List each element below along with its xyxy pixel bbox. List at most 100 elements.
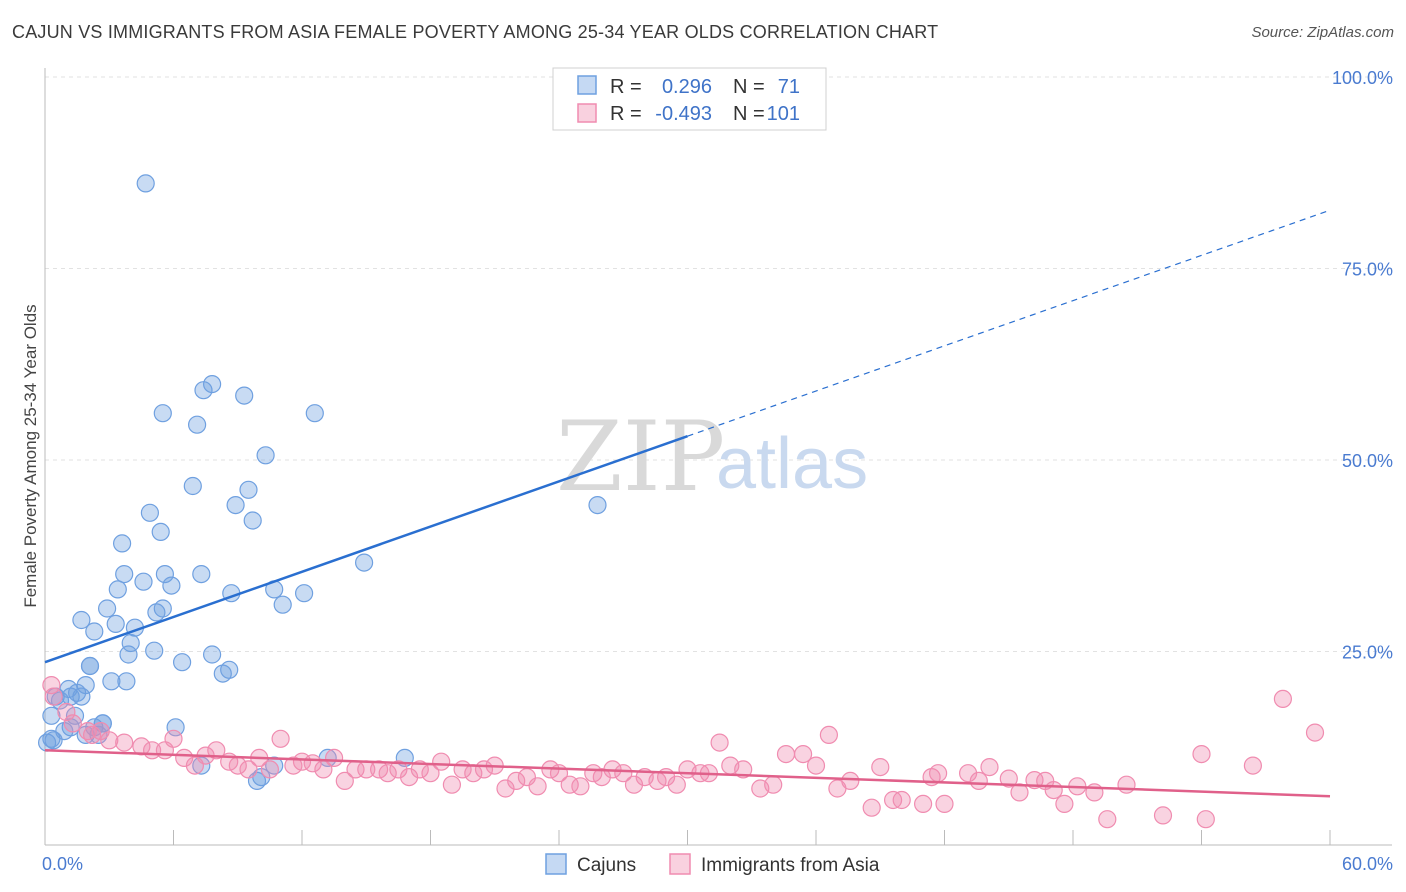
x-tick-label: 0.0% — [42, 854, 83, 874]
legend-cajun-n-value: 71 — [778, 76, 800, 98]
asia-point — [239, 760, 258, 779]
cajun-point — [106, 614, 125, 634]
axes — [44, 68, 1392, 846]
legend-cajun-n-label: N = — [733, 76, 765, 98]
asia-point — [806, 756, 826, 775]
cajun-point — [112, 534, 132, 553]
cajun-point — [192, 756, 211, 775]
y-tick-labels: 25.0% 50.0% 75.0% 100.0% — [1332, 68, 1393, 663]
asia-point — [776, 744, 796, 764]
cajun-point — [166, 718, 185, 737]
cajun-point — [151, 522, 170, 542]
bottom-legend-swatch-asia — [669, 853, 691, 875]
cajun-point — [147, 603, 166, 622]
legend-asia-r-label: R = — [610, 103, 642, 125]
cajun-point — [155, 564, 174, 584]
cajun-point — [117, 672, 136, 691]
cajun-point — [140, 503, 159, 522]
asia-point — [862, 798, 881, 817]
y-tick-label: 50.0% — [1342, 451, 1393, 471]
cajun-point — [42, 706, 61, 725]
cajun-point — [295, 584, 314, 603]
grid-lines — [45, 76, 1392, 652]
cajun-point — [239, 480, 258, 499]
asia-point — [734, 760, 753, 779]
asia-point — [928, 764, 948, 783]
watermark: ZIP atlas — [556, 401, 868, 513]
cajun-point — [136, 174, 155, 193]
cajun-point — [134, 572, 153, 591]
cajun-point — [235, 386, 254, 405]
asia-point — [410, 760, 429, 779]
asia-point — [667, 775, 686, 794]
cajun-point — [355, 553, 374, 572]
asia-point — [432, 752, 451, 771]
asia-point — [935, 794, 954, 814]
asia-point — [325, 748, 344, 768]
asia-point — [378, 764, 397, 783]
x-tick-label: 60.0% — [1342, 854, 1393, 874]
watermark-atlas: atlas — [716, 424, 868, 504]
asia-trend-line — [44, 749, 1331, 798]
asia-point — [1117, 775, 1136, 794]
asia-point — [1305, 723, 1325, 742]
y-tick-label: 25.0% — [1342, 643, 1393, 663]
cajun-point — [121, 633, 140, 653]
cajun-point — [192, 564, 211, 584]
cajun-point — [243, 511, 262, 530]
asia-point — [271, 729, 290, 748]
series-cajuns — [37, 174, 607, 791]
cajun-point — [108, 580, 127, 599]
asia-point — [1192, 744, 1211, 764]
cajun-point — [162, 576, 181, 595]
asia-point — [507, 771, 526, 791]
cajun-point — [72, 687, 91, 706]
y-tick-label: 100.0% — [1332, 68, 1393, 88]
chart-title: CAJUN VS IMMIGRANTS FROM ASIA FEMALE POV… — [12, 22, 939, 42]
legend-box — [552, 67, 827, 131]
legend-cajun-r-value: 0.296 — [662, 76, 712, 98]
cajun-point — [203, 645, 222, 664]
series-immigrants-from-asia — [42, 675, 1325, 829]
asia-point — [260, 760, 279, 779]
legend-swatch-cajun — [577, 75, 597, 95]
asia-point — [819, 725, 839, 745]
asia-point — [1044, 780, 1063, 800]
asia-point — [1153, 806, 1173, 825]
asia-point — [999, 769, 1018, 788]
asia-point — [63, 714, 82, 733]
cajun-point — [65, 706, 85, 725]
asia-point — [496, 779, 515, 798]
asia-point — [284, 756, 303, 775]
y-tick-label: 75.0% — [1342, 260, 1393, 280]
asia-point — [710, 733, 729, 752]
cajun-point — [256, 446, 275, 465]
cajun-point — [80, 656, 100, 676]
asia-point — [528, 777, 547, 796]
bottom-legend: Cajuns Immigrants from Asia — [545, 853, 880, 876]
cajun-point — [588, 496, 607, 515]
cajun-point — [305, 404, 324, 423]
asia-point — [969, 771, 988, 791]
asia-point — [1098, 810, 1117, 829]
asia-point — [841, 771, 860, 791]
cajun-point — [119, 645, 138, 664]
asia-point — [335, 771, 354, 791]
cajun-point — [203, 375, 222, 394]
asia-point — [892, 790, 911, 810]
y-axis-label: Female Poverty Among 25-34 Year Olds — [21, 304, 40, 607]
asia-point — [370, 760, 389, 779]
asia-point — [442, 775, 461, 794]
asia-point — [1055, 794, 1074, 814]
bottom-legend-immigrants-from-asia: Immigrants from Asia — [701, 855, 880, 876]
cajun-point — [102, 672, 121, 691]
asia-point — [913, 794, 933, 814]
asia-point — [614, 764, 633, 783]
bottom-legend-swatch-cajuns — [545, 853, 567, 875]
cajun-point — [44, 731, 63, 750]
cajun-point — [115, 564, 134, 584]
asia-point — [1196, 810, 1215, 829]
asia-point — [44, 687, 63, 706]
legend: R = 0.296 N = 71 R = -0.493 N = 101 — [552, 67, 827, 131]
cajun-point — [72, 610, 91, 630]
